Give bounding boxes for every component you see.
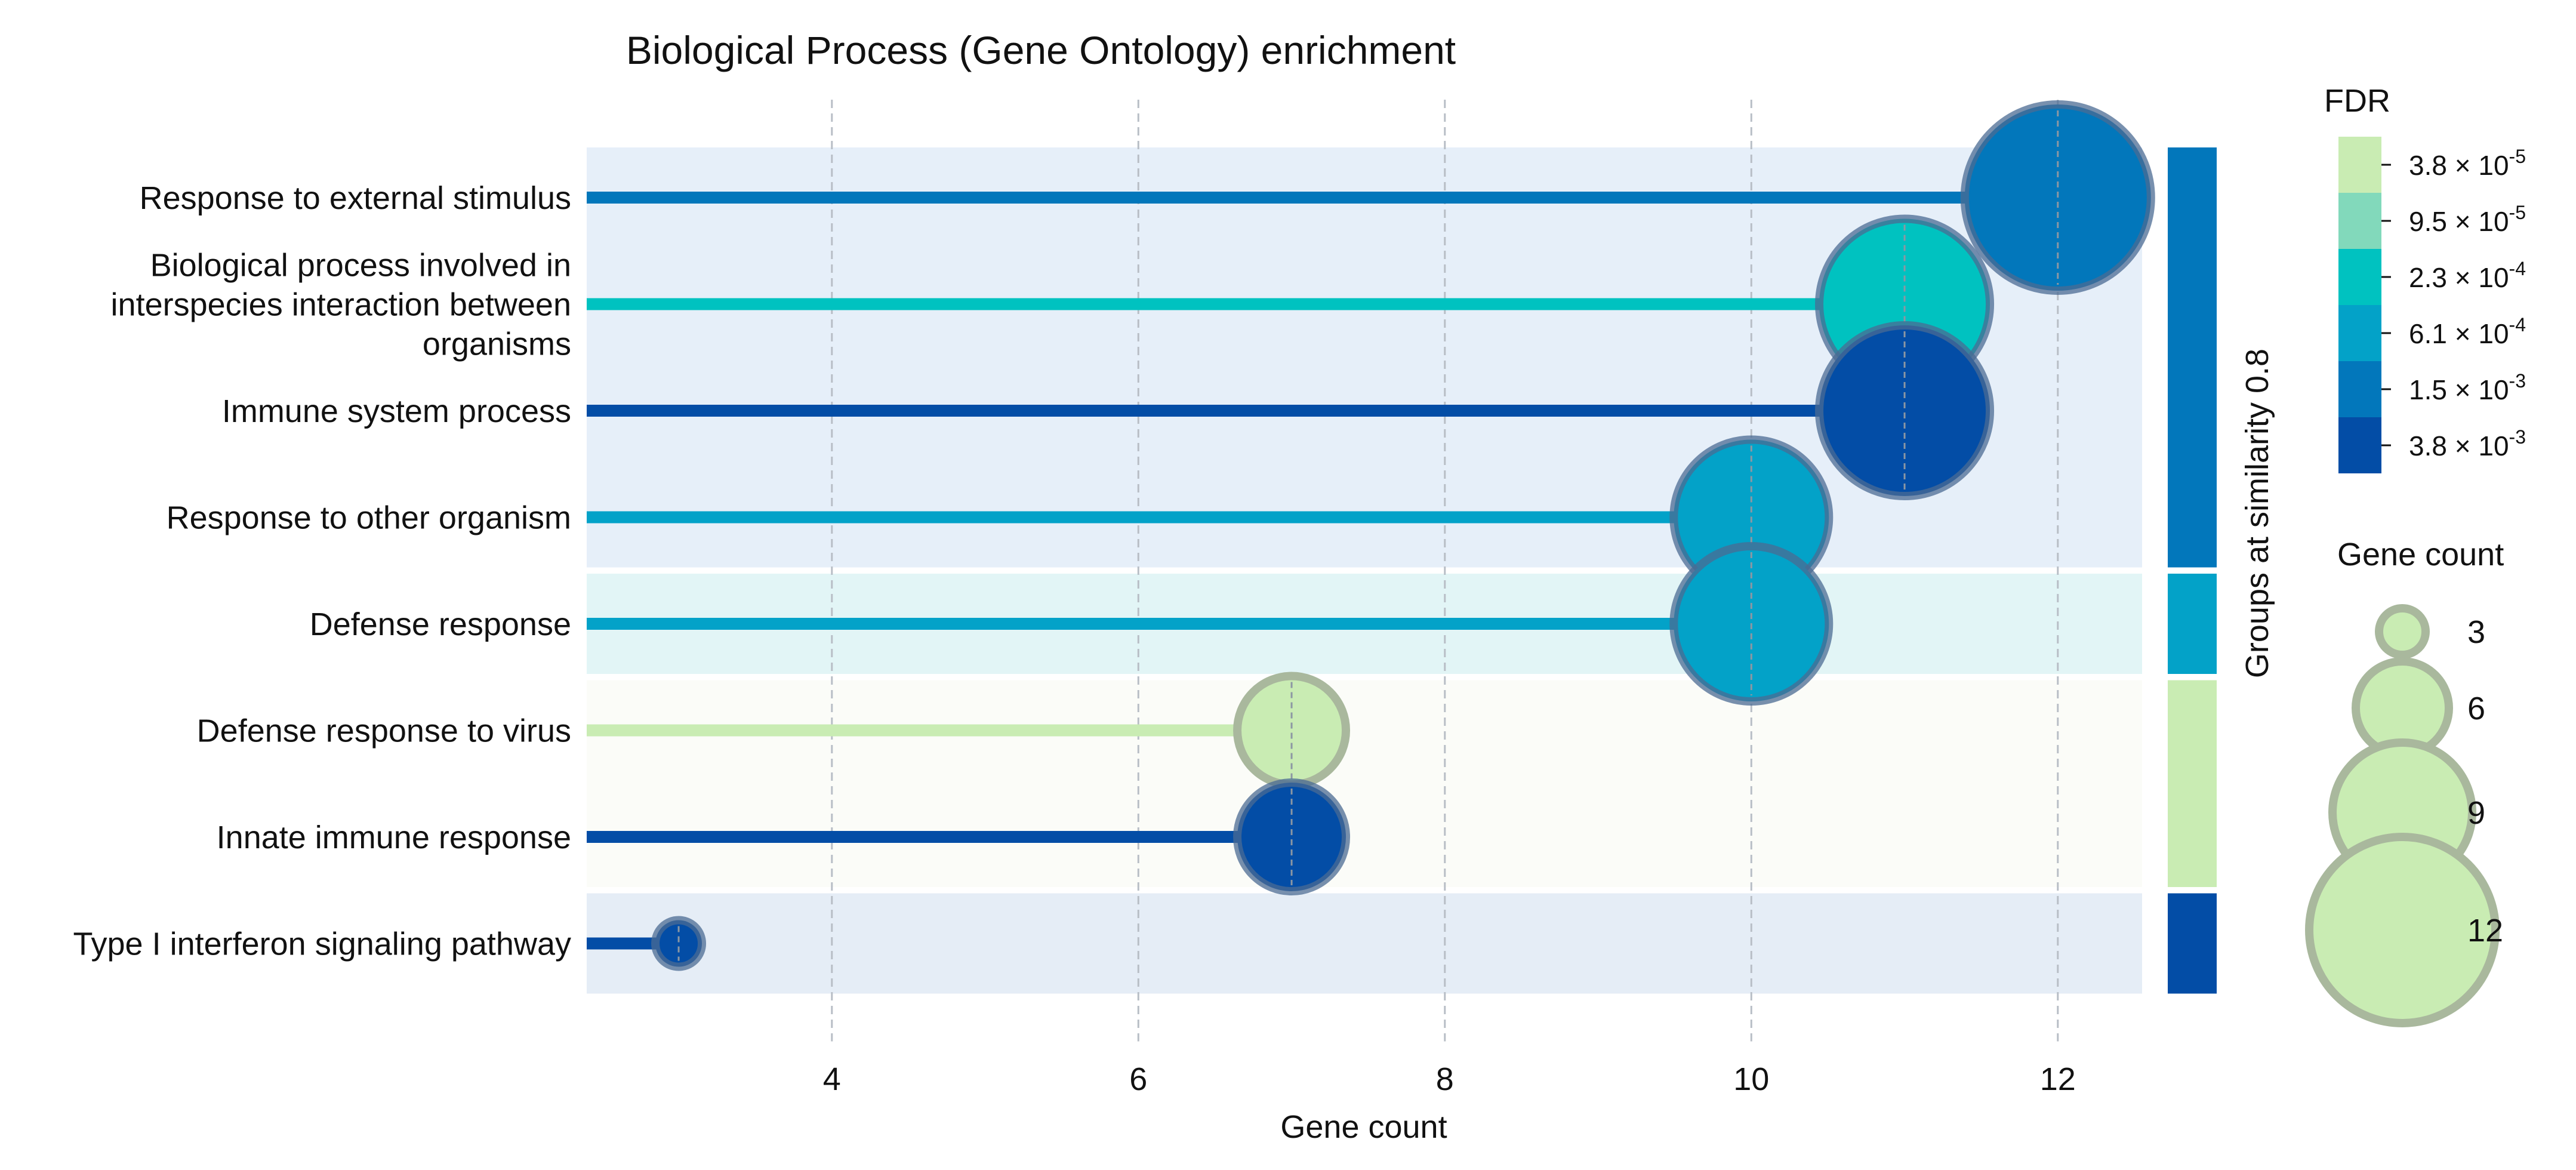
chart-title: Biological Process (Gene Ontology) enric… bbox=[626, 28, 1456, 72]
fdr-legend-swatch-2 bbox=[2338, 249, 2381, 305]
size-legend: 3 6 9 12 bbox=[2305, 604, 2503, 1027]
group-color-bars bbox=[2168, 147, 2217, 994]
category-label-6: Innate immune response bbox=[217, 820, 571, 855]
category-labels: Response to external stimulus Biological … bbox=[73, 180, 572, 962]
category-label-2: Immune system process bbox=[222, 393, 571, 429]
x-axis-label: Gene count bbox=[1280, 1109, 1447, 1145]
group-axis-label: Groups at similarity 0.8 bbox=[2239, 349, 2275, 678]
group-color-bar-2 bbox=[2168, 680, 2217, 887]
category-label-1: Biological process involved in interspeci… bbox=[111, 248, 571, 362]
lollipop-stems bbox=[587, 192, 2058, 950]
group-color-bar-0 bbox=[2168, 147, 2217, 568]
dot-2 bbox=[1815, 321, 1995, 500]
fdr-legend-label-0: 3.8 × 10-5 bbox=[2409, 146, 2526, 181]
size-legend-circle-12 bbox=[2305, 833, 2500, 1027]
fdr-legend-swatch-3 bbox=[2338, 305, 2381, 361]
fdr-legend-swatch-1 bbox=[2338, 193, 2381, 249]
size-legend-title: Gene count bbox=[2337, 537, 2504, 572]
fdr-legend-label-5: 3.8 × 10-3 bbox=[2409, 426, 2526, 461]
category-label-4: Defense response bbox=[310, 606, 571, 642]
fdr-legend-label-1: 9.5 × 10-5 bbox=[2409, 202, 2526, 237]
size-legend-label-12: 12 bbox=[2467, 913, 2503, 949]
fdr-legend-swatch-4 bbox=[2338, 361, 2381, 417]
size-legend-label-6: 6 bbox=[2467, 691, 2485, 726]
category-label-7: Type I interferon signaling pathway bbox=[73, 926, 572, 962]
fdr-legend-label-2: 2.3 × 10-4 bbox=[2409, 258, 2526, 293]
x-tick-label-12: 12 bbox=[2040, 1061, 2076, 1097]
group-band-3 bbox=[587, 893, 2142, 994]
category-label-0: Response to external stimulus bbox=[140, 180, 571, 216]
dot-6 bbox=[1233, 778, 1351, 895]
size-legend-circle-3 bbox=[2375, 604, 2430, 659]
x-tick-label-10: 10 bbox=[1733, 1061, 1769, 1097]
x-tick-labels: 4 6 8 10 12 bbox=[823, 1061, 2076, 1097]
fdr-legend-title: FDR bbox=[2324, 83, 2390, 119]
fdr-legend-label-3: 6.1 × 10-4 bbox=[2409, 314, 2526, 349]
fdr-legend-swatch-5 bbox=[2338, 417, 2381, 473]
size-legend-label-9: 9 bbox=[2467, 795, 2485, 831]
category-label-5: Defense response to virus bbox=[197, 713, 571, 749]
x-tick-label-4: 4 bbox=[823, 1061, 841, 1097]
fdr-legend: 3.8 × 10-5 9.5 × 10-5 2.3 × 10-4 6.1 × 10-4… bbox=[2338, 137, 2526, 473]
fdr-legend-label-4: 1.5 × 10-3 bbox=[2409, 370, 2526, 405]
x-tick-label-6: 6 bbox=[1129, 1061, 1147, 1097]
group-color-bar-3 bbox=[2168, 893, 2217, 994]
lollipop-dots bbox=[651, 100, 2155, 971]
group-band-2 bbox=[587, 680, 2142, 887]
size-legend-label-3: 3 bbox=[2467, 614, 2485, 650]
dot-7 bbox=[651, 916, 707, 971]
group-color-bar-1 bbox=[2168, 574, 2217, 674]
fdr-legend-swatch-0 bbox=[2338, 137, 2381, 193]
category-label-3: Response to other organism bbox=[167, 500, 571, 536]
x-tick-label-8: 8 bbox=[1436, 1061, 1454, 1097]
